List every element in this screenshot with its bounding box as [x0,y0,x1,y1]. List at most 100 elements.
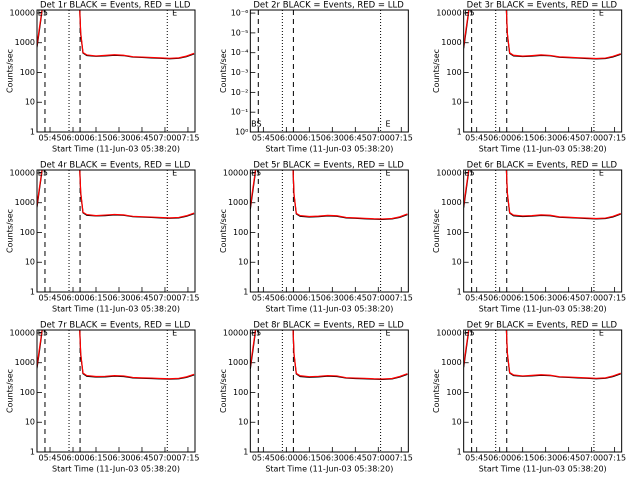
x-tick-label: 06:15 [511,454,534,463]
x-axis-label: Start Time (11-Jun-03 05:38:20) [265,305,393,314]
series-line [463,170,621,220]
y-axis-label: Counts/sec [219,49,228,93]
y-tick-label: 10⁻¹ [231,108,249,117]
plot-frame [36,329,196,453]
annotation: E5 [251,168,261,177]
annotation: E5 [464,328,474,337]
annotation: E [172,8,177,17]
series-line [37,330,195,380]
x-tick-label: 06:00 [61,134,84,143]
x-tick-label: 06:15 [298,294,321,303]
y-axis-label: Counts/sec [6,209,15,253]
panel: Det 6r BLACK = Events, RED = LLD Counts/s… [432,161,626,314]
annotation: E5 [38,328,48,337]
x-tick-label: 06:15 [84,294,107,303]
y-tick-label: 1000 [441,198,461,207]
y-tick-label: 10000 [436,168,461,177]
annotation: E5 [251,328,261,337]
panel: Det 5r BLACK = Events, RED = LLD Counts/s… [219,161,413,314]
x-tick-label: 05:45 [252,454,275,463]
y-tick-label: 10⁻³ [231,68,249,77]
plot-frame [249,9,409,133]
y-axis-label: Counts/sec [6,369,15,413]
y-tick-label: 1000 [228,358,248,367]
x-tick-label: 07:00 [580,134,603,143]
annotation: E5 [464,8,474,17]
y-tick-label: 100 [20,68,35,77]
y-tick-label: 10000 [436,328,461,337]
annotation: BS [251,120,261,129]
y-tick-label: 100 [233,228,248,237]
x-tick-label: 07:15 [390,134,413,143]
y-tick-label: 100 [446,228,461,237]
y-axis-label: Counts/sec [432,209,441,253]
x-axis-label: Start Time (11-Jun-03 05:38:20) [52,305,180,314]
x-tick-label: 06:30 [534,454,557,463]
plot-frame [36,9,196,133]
panel: Det 7r BLACK = Events, RED = LLD Counts/s… [6,321,200,474]
x-tick-label: 05:45 [465,454,488,463]
y-tick-label: 10 [238,418,248,427]
y-tick-label: 1 [457,288,462,297]
plot-frame [36,169,196,293]
annotation: E [385,120,390,129]
annotation: E [599,8,604,17]
annotation: E [599,168,604,177]
y-tick-label: 10000 [223,168,248,177]
x-tick-label: 06:30 [534,134,557,143]
x-tick-label: 07:00 [367,294,390,303]
x-tick-label: 06:45 [344,134,367,143]
x-axis-label: Start Time (11-Jun-03 05:38:20) [52,145,180,154]
x-tick-label: 06:45 [344,294,367,303]
y-tick-label: 10000 [10,328,35,337]
y-tick-label: 10 [238,258,248,267]
y-tick-label: 10 [25,418,35,427]
y-tick-label: 1 [30,128,35,137]
x-tick-label: 06:00 [61,294,84,303]
y-tick-label: 1 [30,288,35,297]
panel: Det 2r BLACK = Events, RED = LLD Counts/s… [219,1,413,154]
y-axis-label: Counts/sec [219,209,228,253]
y-tick-label: 10 [25,258,35,267]
x-tick-label: 06:45 [557,454,580,463]
y-tick-label: 100 [446,388,461,397]
y-tick-label: 1000 [441,38,461,47]
series-line [250,170,408,220]
y-tick-label: 10⁻⁴ [231,48,249,57]
x-tick-label: 06:30 [321,454,344,463]
x-tick-label: 06:45 [344,454,367,463]
x-tick-label: 06:15 [298,134,321,143]
annotation: E [385,168,390,177]
chart-title: Det 5r BLACK = Events, RED = LLD [253,161,404,171]
plot-frame [463,329,623,453]
series-line [250,330,408,380]
x-axis-label: Start Time (11-Jun-03 05:38:20) [265,145,393,154]
x-tick-label: 07:15 [390,454,413,463]
plot-frame [249,169,409,293]
x-tick-label: 06:45 [557,134,580,143]
plot-frame [249,329,409,453]
y-tick-label: 1000 [15,358,35,367]
annotation: E5 [38,8,48,17]
x-tick-label: 05:45 [252,134,275,143]
chart-title: Det 6r BLACK = Events, RED = LLD [467,161,618,171]
x-tick-label: 06:00 [488,454,511,463]
x-tick-label: 06:00 [275,454,298,463]
x-tick-label: 05:45 [465,294,488,303]
x-tick-label: 07:15 [176,454,199,463]
x-axis-label: Start Time (11-Jun-03 05:38:20) [479,305,607,314]
y-tick-label: 100 [20,388,35,397]
x-tick-label: 07:00 [153,134,176,143]
series-line [463,10,621,60]
panel: Det 4r BLACK = Events, RED = LLD Counts/s… [6,161,200,314]
y-tick-label: 1000 [228,198,248,207]
x-tick-label: 05:45 [38,294,61,303]
y-axis-label: Counts/sec [432,49,441,93]
x-tick-label: 06:30 [107,134,130,143]
y-tick-label: 1000 [441,358,461,367]
x-tick-label: 06:45 [130,294,153,303]
chart-title: Det 3r BLACK = Events, RED = LLD [467,1,618,11]
panel: Det 8r BLACK = Events, RED = LLD Counts/s… [219,321,413,474]
x-axis-label: Start Time (11-Jun-03 05:38:20) [479,145,607,154]
